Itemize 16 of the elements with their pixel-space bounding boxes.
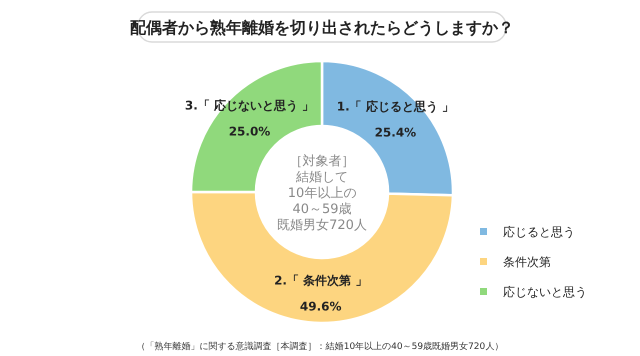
text: 1.「 応じると思う 」 xyxy=(336,99,454,114)
text: 結婚して xyxy=(295,170,348,185)
text: （「熟年離婚」に関する意識調査［本調査］：結婚10年以上の40～59歳既婚男女720人） xyxy=(136,341,504,352)
text: ［対象者］ xyxy=(290,153,354,169)
legend-label: 応じないと思う xyxy=(503,285,587,299)
data-label: 49.6% xyxy=(300,299,342,314)
legend-label: 条件次第 xyxy=(503,255,551,269)
text: 2.「 条件次第 」 xyxy=(274,273,368,288)
chart-title: 配偶者から熟年離婚を切り出されたらどうしますか？ xyxy=(130,18,514,37)
text: 40～59歳 xyxy=(292,202,352,217)
legend-label: 応じると思う xyxy=(503,225,575,239)
text: 10年以上の xyxy=(288,186,356,201)
text: 既婚男女720人 xyxy=(277,218,367,233)
data-label: 25.0% xyxy=(228,124,270,139)
text: 3.「 応じないと思う 」 xyxy=(184,98,314,113)
data-label: 25.4% xyxy=(374,125,416,140)
